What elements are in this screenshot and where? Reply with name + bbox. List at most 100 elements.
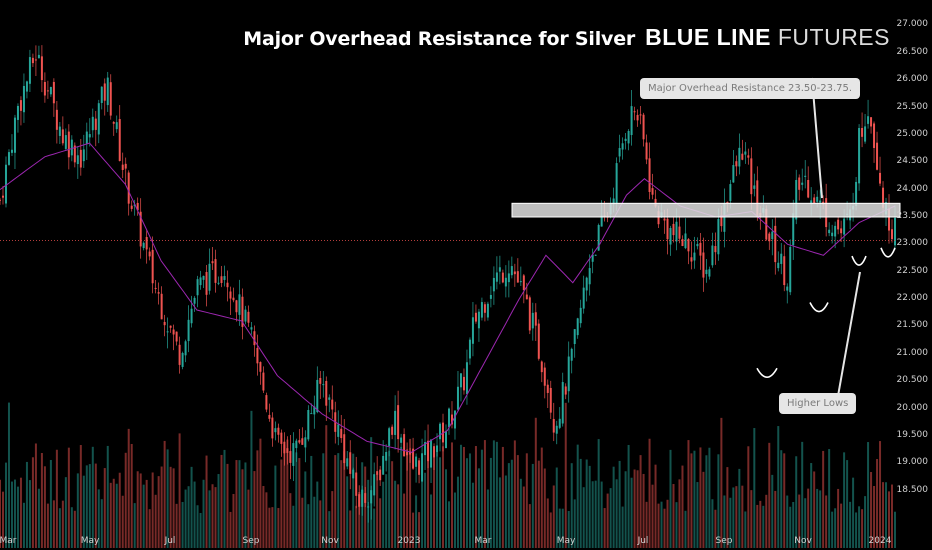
volume-bar <box>546 498 549 548</box>
volume-bar <box>163 440 166 548</box>
candle-body <box>561 382 564 424</box>
candle-body <box>130 205 133 209</box>
volume-bar <box>498 477 501 548</box>
candle-body <box>181 352 184 367</box>
volume-bar <box>133 503 136 548</box>
volume-bar <box>424 472 427 548</box>
volume-bar <box>825 495 828 548</box>
volume-bar <box>331 491 334 548</box>
candle-body <box>876 142 879 170</box>
candle-body <box>789 246 792 293</box>
candle-body <box>474 312 477 322</box>
candle-body <box>801 182 804 185</box>
volume-bar <box>325 425 328 548</box>
volume-bar <box>774 490 777 548</box>
candle-body <box>483 304 486 313</box>
candle-body <box>4 164 7 204</box>
candle-body <box>91 116 94 131</box>
volume-bar <box>513 440 516 548</box>
volume-bar <box>582 487 585 548</box>
candle-body <box>319 377 322 384</box>
volume-bar <box>166 449 169 548</box>
volume-bar <box>585 459 588 548</box>
candle-body <box>301 438 304 445</box>
candle-body <box>855 181 858 206</box>
candle-body <box>280 432 283 444</box>
volume-bar <box>807 488 810 548</box>
candle-body <box>97 103 100 135</box>
candle-body <box>238 294 241 315</box>
candle-body <box>85 131 88 144</box>
volume-bar <box>13 479 16 548</box>
candle-body <box>349 452 352 474</box>
volume-bar <box>663 508 666 548</box>
candle-body <box>55 109 58 130</box>
volume-bar <box>636 470 639 548</box>
volume-bar <box>762 505 765 548</box>
candle-body <box>166 331 169 333</box>
volume-bar <box>97 489 100 548</box>
volume-bar <box>525 453 528 548</box>
candle-body <box>31 57 34 64</box>
candle-body <box>582 287 585 309</box>
volume-bar <box>145 479 148 548</box>
candle-body <box>229 291 232 299</box>
volume-bar <box>705 455 708 548</box>
volume-bar <box>364 466 367 548</box>
candle-body <box>61 129 64 144</box>
volume-bar <box>343 451 346 548</box>
candle-body <box>250 327 253 330</box>
volume-bar <box>115 483 118 548</box>
candle-body <box>328 397 331 400</box>
candle-body <box>13 117 16 153</box>
volume-bar <box>301 497 304 548</box>
volume-bar <box>175 503 178 548</box>
candle-body <box>837 219 840 230</box>
volume-bar <box>238 460 241 548</box>
candle-body <box>58 126 61 136</box>
candle-body <box>618 148 621 157</box>
volume-bar <box>729 497 732 548</box>
candle-body <box>388 428 391 446</box>
candle-body <box>579 307 582 324</box>
volume-bar <box>379 498 382 548</box>
volume-bar <box>25 461 28 548</box>
candle-body <box>666 218 669 240</box>
candle-body <box>385 451 388 461</box>
volume-bar <box>172 468 175 548</box>
candle-body <box>382 455 385 475</box>
candle-body <box>672 223 675 236</box>
volume-bar <box>870 472 873 548</box>
candle-body <box>79 149 82 168</box>
candle-body <box>286 448 289 453</box>
candle-body <box>453 410 456 429</box>
volume-bar <box>430 494 433 548</box>
candle-body <box>558 418 561 428</box>
candle-body <box>573 329 576 345</box>
candlesticks <box>0 45 896 523</box>
candle-body <box>289 451 292 463</box>
candle-body <box>268 414 271 419</box>
candle-body <box>858 128 861 184</box>
y-tick-label: 18.500 <box>896 484 929 495</box>
candle-body <box>774 225 777 263</box>
candle-body <box>888 208 891 231</box>
volume-bar <box>250 410 253 548</box>
candle-body <box>199 277 202 286</box>
chart-title: Major Overhead Resistance for Silver <box>243 28 636 50</box>
candle-body <box>415 456 418 467</box>
volume-bar <box>855 512 858 548</box>
x-tick-label: Jul <box>164 536 176 546</box>
volume-bar <box>450 442 453 548</box>
candle-body <box>747 155 750 158</box>
volume-bar <box>675 502 678 548</box>
candle-body <box>43 81 46 96</box>
volume-bar <box>88 464 91 548</box>
candle-body <box>391 426 394 435</box>
volume-bar <box>501 446 504 548</box>
volume-bar <box>196 505 199 548</box>
volume-bar <box>879 441 882 548</box>
volume-bar <box>151 472 154 548</box>
y-tick-label: 23.000 <box>896 238 929 249</box>
candle-body <box>654 198 657 207</box>
